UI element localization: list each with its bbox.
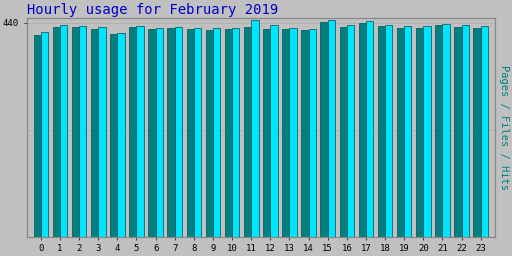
Bar [321, 22, 328, 237]
Bar [72, 27, 79, 237]
Bar [137, 26, 144, 237]
Bar [129, 27, 137, 237]
Text: Hourly usage for February 2019: Hourly usage for February 2019 [27, 3, 278, 17]
Bar [175, 27, 182, 237]
Bar [309, 29, 316, 237]
Bar [435, 25, 442, 237]
Bar [156, 28, 163, 237]
Bar [186, 29, 194, 237]
Bar [206, 30, 213, 237]
Bar [60, 25, 67, 237]
Bar [442, 24, 450, 237]
Bar [251, 20, 259, 237]
Bar [289, 28, 297, 237]
Bar [110, 34, 117, 237]
Bar [91, 29, 98, 237]
Bar [41, 31, 48, 237]
Bar [397, 28, 404, 237]
Bar [98, 27, 105, 237]
Bar [347, 25, 354, 237]
Bar [282, 29, 289, 237]
Bar [53, 27, 60, 237]
Bar [167, 28, 175, 237]
Bar [378, 26, 385, 237]
Bar [302, 30, 309, 237]
Bar [148, 29, 156, 237]
Bar [404, 26, 412, 237]
Bar [270, 25, 278, 237]
Bar [366, 21, 373, 237]
Y-axis label: Pages / Files / Hits: Pages / Files / Hits [499, 65, 509, 190]
Bar [328, 20, 335, 237]
Bar [385, 25, 392, 237]
Bar [462, 25, 469, 237]
Bar [481, 26, 488, 237]
Bar [339, 27, 347, 237]
Bar [34, 35, 41, 237]
Bar [79, 26, 87, 237]
Bar [232, 28, 240, 237]
Bar [244, 27, 251, 237]
Bar [263, 29, 270, 237]
Bar [213, 28, 220, 237]
Bar [474, 28, 481, 237]
Bar [225, 29, 232, 237]
Bar [117, 33, 124, 237]
Bar [416, 28, 423, 237]
Bar [194, 28, 201, 237]
Bar [454, 27, 462, 237]
Bar [423, 26, 431, 237]
Bar [359, 23, 366, 237]
